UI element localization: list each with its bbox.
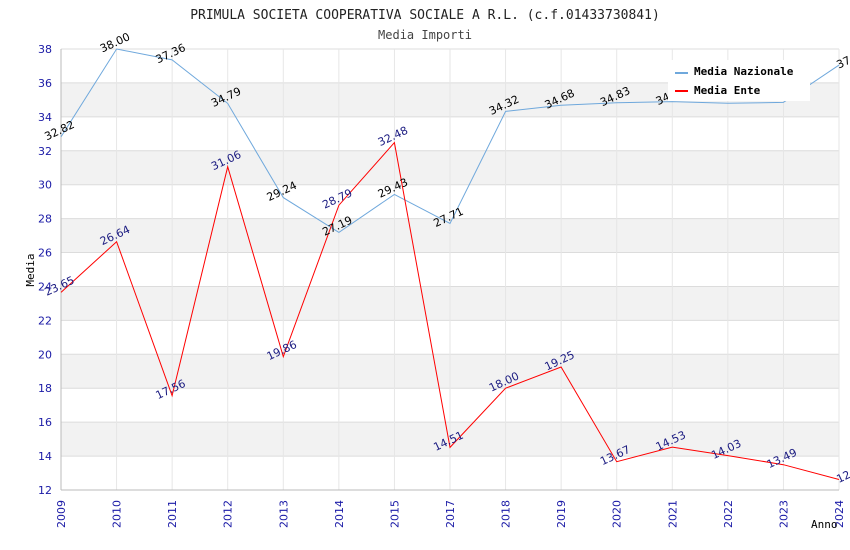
x-tick-label: 2020 bbox=[611, 500, 624, 528]
legend: Media Nazionale Media Ente bbox=[668, 60, 810, 101]
legend-box bbox=[668, 60, 810, 101]
chart-title: PRIMULA SOCIETA COOPERATIVA SOCIALE A R.… bbox=[190, 8, 660, 23]
y-tick-label: 14 bbox=[38, 450, 52, 463]
y-tick-label: 32 bbox=[38, 145, 52, 158]
y-tick-label: 24 bbox=[38, 280, 52, 293]
y-tick-label: 34 bbox=[38, 111, 52, 124]
chart-subtitle: Media Importi bbox=[378, 28, 472, 42]
data-label: 28.79 bbox=[320, 186, 354, 211]
y-tick-label: 26 bbox=[38, 247, 52, 260]
y-tick-label: 28 bbox=[38, 213, 52, 226]
x-tick-label: 2014 bbox=[333, 500, 346, 528]
series-line-media-nazionale bbox=[60, 48, 840, 233]
grid-lines bbox=[60, 48, 840, 491]
x-tick-label: 2018 bbox=[500, 500, 513, 528]
x-tick-label: 2013 bbox=[277, 500, 290, 528]
x-tick-label: 2012 bbox=[222, 500, 235, 528]
y-tick-label: 30 bbox=[38, 179, 52, 192]
legend-label-media-nazionale: Media Nazionale bbox=[694, 65, 794, 78]
x-tick-label: 2009 bbox=[55, 500, 68, 528]
x-tick-label: 2021 bbox=[666, 500, 679, 528]
legend-label-media-ente: Media Ente bbox=[694, 84, 761, 97]
x-tick-labels: 2009 2010 2011 2012 2013 2014 2015 2017 2018 2019… bbox=[55, 500, 846, 528]
y-axis-label: Media bbox=[24, 253, 37, 286]
x-axis-label: Anno bbox=[811, 518, 838, 531]
x-tick-label: 2019 bbox=[555, 500, 568, 528]
y-tick-label: 22 bbox=[38, 314, 52, 327]
data-label: 37.05 bbox=[834, 46, 850, 71]
series-lines bbox=[60, 48, 840, 480]
y-tick-label: 36 bbox=[38, 77, 52, 90]
y-tick-label: 20 bbox=[38, 348, 52, 361]
x-tick-label: 2017 bbox=[444, 500, 457, 528]
data-label: 32.48 bbox=[376, 124, 410, 149]
data-label: 12.62 bbox=[834, 461, 850, 486]
y-tick-label: 16 bbox=[38, 416, 52, 429]
series-line-media-ente bbox=[60, 141, 840, 480]
y-tick-label: 38 bbox=[38, 43, 52, 56]
y-tick-labels: 12 14 16 18 20 22 24 26 28 30 32 34 36 38 bbox=[38, 43, 52, 497]
y-tick-label: 18 bbox=[38, 382, 52, 395]
x-tick-label: 2022 bbox=[722, 500, 735, 528]
x-tick-label: 2011 bbox=[166, 500, 179, 528]
x-tick-label: 2023 bbox=[777, 500, 790, 528]
data-label: 37.36 bbox=[154, 41, 188, 66]
x-tick-label: 2024 bbox=[833, 500, 846, 528]
x-tick-label: 2010 bbox=[111, 500, 124, 528]
x-tick-label: 2015 bbox=[388, 500, 401, 528]
y-tick-label: 12 bbox=[38, 484, 52, 497]
